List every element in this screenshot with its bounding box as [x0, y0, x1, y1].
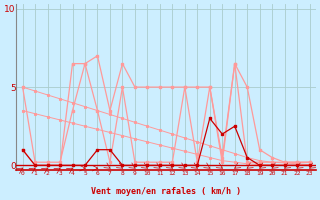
X-axis label: Vent moyen/en rafales ( km/h ): Vent moyen/en rafales ( km/h ): [91, 187, 241, 196]
